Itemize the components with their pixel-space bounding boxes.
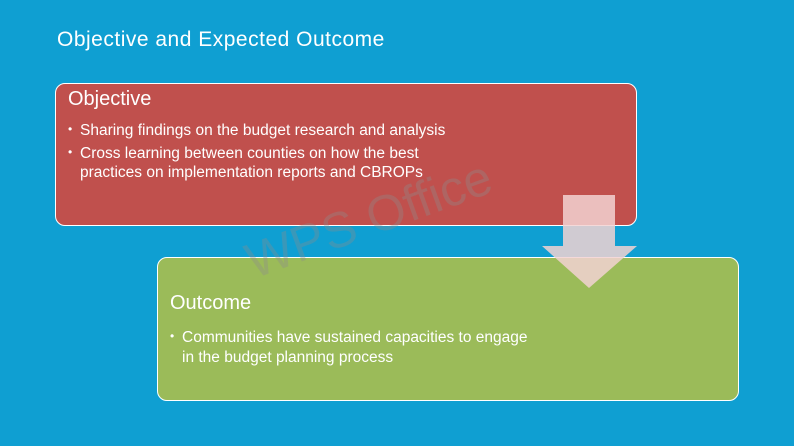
objective-bullet: Sharing findings on the budget research … xyxy=(68,120,463,141)
down-arrow xyxy=(542,195,637,288)
outcome-heading: Outcome xyxy=(170,292,252,314)
objective-list: Sharing findings on the budget research … xyxy=(68,120,463,186)
objective-heading: Objective xyxy=(68,88,152,110)
objective-box: Objective Sharing findings on the budget… xyxy=(55,83,637,226)
objective-bullet: Cross learning between counties on how t… xyxy=(68,143,463,183)
outcome-list: Communities have sustained capacities to… xyxy=(170,327,530,370)
outcome-box: Outcome Communities have sustained capac… xyxy=(157,257,739,401)
slide-title: Objective and Expected Outcome xyxy=(57,28,385,51)
outcome-bullet: Communities have sustained capacities to… xyxy=(170,327,530,367)
